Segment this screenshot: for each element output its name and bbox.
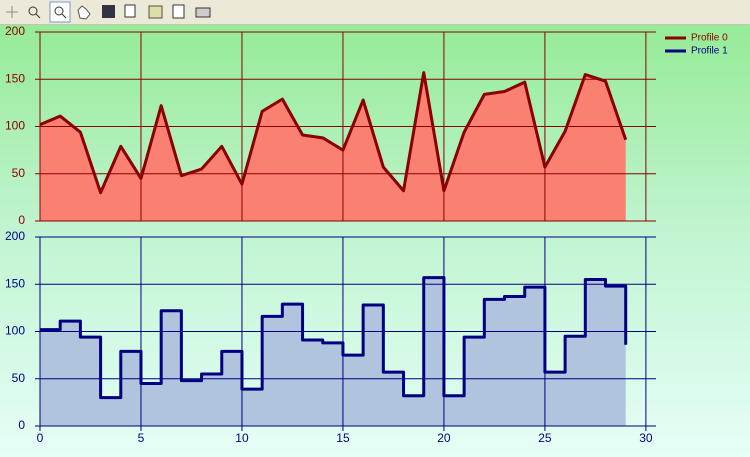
x-tick-label: 25	[538, 431, 552, 445]
print-tool[interactable]	[195, 7, 211, 18]
preview-tool[interactable]	[172, 4, 185, 19]
x-tick-label: 15	[336, 431, 350, 445]
x-tick-label: 30	[639, 431, 653, 445]
toolbar	[0, 0, 750, 25]
save-tool[interactable]	[102, 5, 115, 18]
y-tick-label: 0	[18, 213, 25, 227]
x-tick-label: 20	[437, 431, 451, 445]
pan-tool[interactable]	[77, 5, 91, 20]
toolbar-icons	[6, 1, 211, 23]
legend-label: Profile 0	[691, 33, 728, 44]
y-tick-label: 200	[5, 229, 25, 243]
pointer-tool[interactable]	[6, 6, 18, 18]
y-tick-label: 0	[18, 418, 25, 432]
series-line	[39, 71, 628, 195]
copy-tool[interactable]	[124, 4, 136, 18]
options-tool[interactable]	[148, 5, 163, 19]
zoom-active-tool[interactable]	[49, 1, 71, 23]
x-tick-label: 5	[138, 431, 145, 445]
zoom-tool[interactable]	[28, 6, 41, 19]
legend-label: Profile 1	[691, 46, 728, 57]
series-line	[40, 276, 628, 400]
y-tick-label: 50	[12, 166, 26, 180]
x-tick-label: 10	[235, 431, 249, 445]
y-tick-label: 150	[5, 71, 25, 85]
y-tick-label: 100	[5, 324, 25, 338]
y-tick-label: 100	[5, 119, 25, 133]
x-tick-label: 0	[37, 431, 44, 445]
area-fill	[40, 72, 626, 221]
y-tick-label: 150	[5, 276, 25, 290]
y-tick-label: 200	[5, 24, 25, 38]
y-tick-label: 50	[12, 371, 26, 385]
area-fill	[40, 277, 626, 426]
